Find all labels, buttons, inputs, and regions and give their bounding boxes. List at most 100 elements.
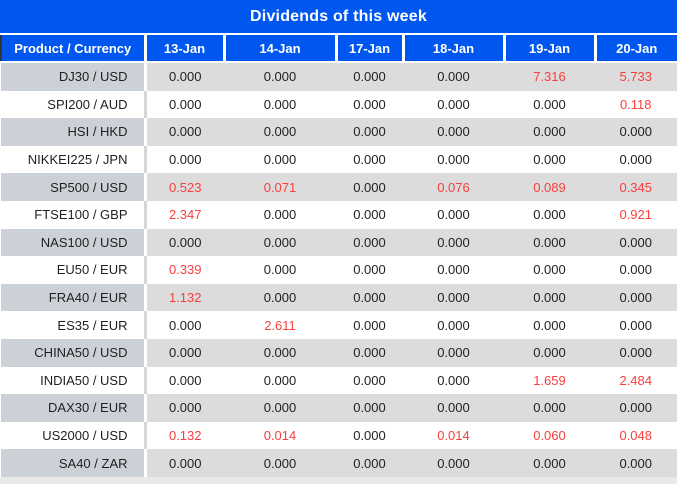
dividend-cell: 0.000 (336, 118, 403, 146)
dividend-cell: 0.523 (143, 173, 224, 201)
dividend-cell: 0.089 (504, 173, 595, 201)
dividend-cell: 0.000 (336, 366, 403, 395)
dividend-cell: 0.000 (143, 311, 224, 339)
dividend-cell: 0.076 (403, 173, 504, 201)
dividend-cell: 0.000 (336, 228, 403, 257)
dividend-cell: 0.000 (336, 145, 403, 174)
dividend-cell: 7.316 (504, 62, 595, 91)
table-row: EU50 / EUR 0.339 0.000 0.000 0.000 0.000 0.000 (1, 256, 677, 284)
dividend-cell: 0.000 (143, 228, 224, 257)
dividend-cell: 0.000 (595, 449, 677, 477)
dividend-cell: 0.071 (224, 173, 336, 201)
table-row: INDIA50 / USD 0.000 0.000 0.000 0.000 1.659 2.… (1, 366, 677, 395)
table-row: CHINA50 / USD 0.000 0.000 0.000 0.000 0.000 0.… (1, 338, 677, 367)
column-header-date: 18-Jan (401, 35, 504, 63)
dividend-cell: 2.347 (143, 200, 224, 229)
table-row: NAS100 / USD 0.000 0.000 0.000 0.000 0.000 0.0… (1, 228, 677, 257)
product-cell: FTSE100 / GBP (1, 200, 145, 229)
table-row: US2000 / USD 0.132 0.014 0.000 0.014 0.060 0.0… (1, 421, 677, 450)
column-header-date: 20-Jan (593, 35, 677, 63)
dividend-cell: 0.048 (595, 421, 677, 450)
dividend-cell: 0.000 (224, 338, 336, 367)
product-cell: SP500 / USD (1, 173, 145, 201)
table-row: FRA40 / EUR 1.132 0.000 0.000 0.000 0.000 0.00… (1, 283, 677, 312)
product-cell: DJ30 / USD (1, 62, 145, 91)
dividend-cell: 0.000 (504, 311, 595, 339)
product-cell: US2000 / USD (1, 421, 145, 450)
dividend-cell: 0.000 (595, 228, 677, 257)
product-cell: EU50 / EUR (1, 256, 145, 284)
dividend-cell: 0.000 (143, 62, 224, 91)
dividend-cell: 0.000 (336, 421, 403, 450)
dividend-cell: 0.000 (403, 283, 504, 312)
dividend-cell: 0.000 (504, 283, 595, 312)
dividend-cell: 0.000 (403, 311, 504, 339)
dividend-cell: 0.000 (504, 256, 595, 284)
column-header-date: 13-Jan (143, 35, 224, 63)
dividend-cell: 0.000 (504, 449, 595, 477)
product-cell: SA40 / ZAR (1, 449, 145, 477)
product-cell: CHINA50 / USD (1, 338, 145, 367)
table-row: HSI / HKD 0.000 0.000 0.000 0.000 0.000 0.000 (1, 118, 677, 146)
dividend-cell: 0.345 (595, 173, 677, 201)
dividend-cell: 0.118 (595, 90, 677, 119)
dividend-cell: 0.014 (224, 421, 336, 450)
dividend-cell: 0.000 (336, 394, 403, 422)
dividend-cell: 2.611 (224, 311, 336, 339)
dividend-cell: 0.000 (143, 449, 224, 477)
table-row: FTSE100 / GBP 2.347 0.000 0.000 0.000 0.000 0.… (1, 200, 677, 229)
column-header-product: Product / Currency (0, 35, 145, 63)
dividend-cell: 0.000 (336, 338, 403, 367)
dividend-cell: 5.733 (595, 62, 677, 91)
dividend-cell: 0.000 (224, 200, 336, 229)
table-row: SPI200 / AUD 0.000 0.000 0.000 0.000 0.000 0.1… (1, 90, 677, 119)
header-row: Product / Currency 13-Jan 14-Jan 17-Jan 18-J… (0, 35, 677, 63)
dividend-cell: 1.659 (504, 366, 595, 395)
dividend-cell: 0.000 (504, 200, 595, 229)
table-row: DJ30 / USD 0.000 0.000 0.000 0.000 7.316 5.733 (1, 62, 677, 91)
dividend-cell: 0.000 (403, 118, 504, 146)
dividend-cell: 0.921 (595, 200, 677, 229)
page-title: Dividends of this week (0, 0, 677, 35)
dividend-cell: 0.000 (595, 311, 677, 339)
dividend-cell: 0.000 (403, 200, 504, 229)
dividend-cell: 0.000 (403, 228, 504, 257)
dividend-cell: 0.000 (504, 118, 595, 146)
dividend-cell: 0.000 (143, 366, 224, 395)
dividend-cell: 0.000 (336, 90, 403, 119)
dividend-cell: 0.000 (224, 394, 336, 422)
table-row: DAX30 / EUR 0.000 0.000 0.000 0.000 0.000 0.00… (1, 394, 677, 422)
dividend-cell: 0.000 (403, 449, 504, 477)
product-cell: FRA40 / EUR (1, 283, 145, 312)
product-cell: NIKKEI225 / JPN (1, 145, 145, 174)
dividend-cell: 0.000 (224, 62, 336, 91)
table-row: NIKKEI225 / JPN 0.000 0.000 0.000 0.000 0.000… (1, 145, 677, 174)
dividend-cell: 0.000 (595, 283, 677, 312)
dividend-cell: 0.000 (504, 90, 595, 119)
dividends-table: Product / Currency 13-Jan 14-Jan 17-Jan 18-J… (0, 35, 677, 477)
dividend-cell: 0.060 (504, 421, 595, 450)
table-row: SP500 / USD 0.523 0.071 0.000 0.076 0.089 0.34… (1, 173, 677, 201)
dividend-cell: 0.132 (143, 421, 224, 450)
dividend-cell: 0.000 (595, 394, 677, 422)
dividend-cell: 0.000 (504, 394, 595, 422)
dividend-cell: 0.000 (336, 283, 403, 312)
dividend-cell: 0.000 (143, 145, 224, 174)
dividend-cell: 0.000 (143, 118, 224, 146)
dividend-cell: 0.000 (336, 311, 403, 339)
dividend-cell: 0.014 (403, 421, 504, 450)
dividend-cell: 0.000 (504, 338, 595, 367)
dividend-cell: 0.000 (403, 145, 504, 174)
dividend-cell: 0.000 (224, 90, 336, 119)
dividend-cell: 0.000 (224, 283, 336, 312)
dividend-cell: 0.000 (224, 228, 336, 257)
dividend-cell: 0.000 (595, 145, 677, 174)
dividend-cell: 0.000 (336, 256, 403, 284)
column-header-date: 14-Jan (222, 35, 336, 63)
dividend-cell: 0.000 (336, 62, 403, 91)
table-row: SA40 / ZAR 0.000 0.000 0.000 0.000 0.000 0.000 (1, 449, 677, 477)
dividend-cell: 0.000 (143, 394, 224, 422)
dividend-cell: 0.000 (143, 338, 224, 367)
dividend-cell: 0.339 (143, 256, 224, 284)
